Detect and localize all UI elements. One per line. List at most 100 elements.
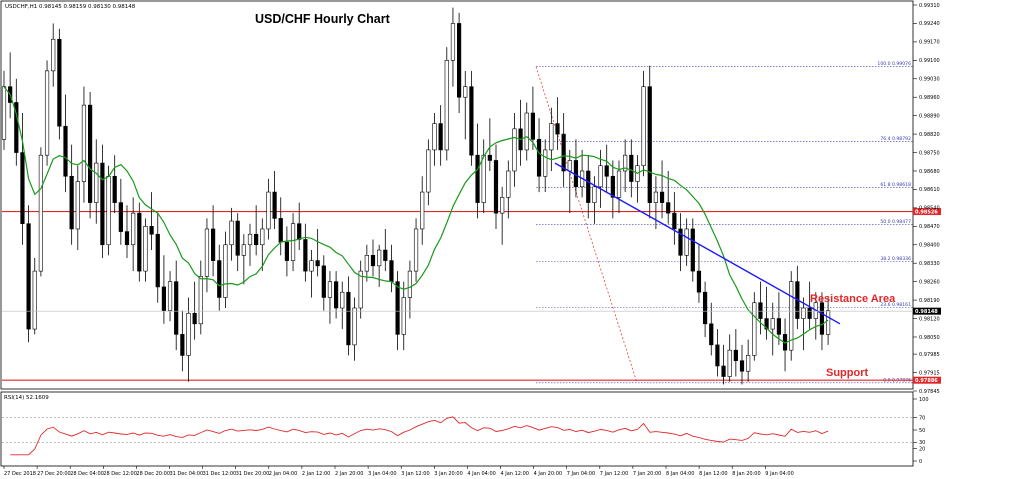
price-axis: 0.99310 0.99240 0.99170 0.99100 0.99030 0.989… xyxy=(2,3,941,395)
time-tick-label: 2 Jan 20:00 xyxy=(335,471,363,477)
candle-bullish xyxy=(746,355,751,372)
candle-bearish xyxy=(629,154,634,182)
candle-bearish xyxy=(88,104,93,203)
candle-bullish xyxy=(241,244,246,256)
level-tag-label: 0.98526 xyxy=(915,209,938,215)
candle-bullish xyxy=(592,186,597,203)
candle-bearish xyxy=(678,228,683,256)
candle-bullish xyxy=(44,70,50,156)
candle-bullish xyxy=(463,86,468,98)
candle-bullish xyxy=(653,191,658,203)
price-tick-label: 0.97845 xyxy=(919,389,940,395)
price-tick-label: 0.98190 xyxy=(919,298,940,304)
candle-bullish xyxy=(752,302,757,356)
rsi-tick-label: 70 xyxy=(919,415,925,421)
candle-bearish xyxy=(118,202,123,232)
price-tick-label: 0.98680 xyxy=(919,169,940,175)
candle-bullish xyxy=(32,270,37,330)
price-tick-label: 0.98960 xyxy=(919,95,940,101)
candle-bullish xyxy=(598,165,603,188)
candle-bearish xyxy=(715,344,720,367)
price-tick-label: 0.98540 xyxy=(919,206,940,212)
candle-bullish xyxy=(684,228,689,256)
time-tick-label: 7 Jan 12:00 xyxy=(600,471,628,477)
candle-bearish xyxy=(647,86,652,203)
candle-bearish xyxy=(161,286,167,311)
candle-bullish xyxy=(444,60,449,151)
price-tick-label: 0.98050 xyxy=(919,335,940,341)
candle-bearish xyxy=(690,228,695,272)
time-tick-label: 8 Jan 12:00 xyxy=(699,471,727,477)
candle-bearish xyxy=(63,125,68,177)
price-tick-label: 0.97985 xyxy=(919,352,940,358)
candle-bullish xyxy=(481,154,486,203)
candle-bullish xyxy=(420,191,425,230)
candle-bullish xyxy=(549,123,554,151)
fib-anchor-line xyxy=(535,66,638,383)
candle-bullish xyxy=(290,223,296,261)
candle-bearish xyxy=(333,281,339,309)
candle-bearish xyxy=(57,38,62,127)
rsi-tick-label: 20 xyxy=(919,446,925,452)
candle-bearish xyxy=(561,133,566,172)
current-price-tag xyxy=(913,307,941,315)
candle-bearish xyxy=(709,323,714,346)
candle-bearish xyxy=(776,318,781,335)
level-tag xyxy=(913,208,941,216)
resistance-trendline xyxy=(554,162,841,325)
level-tag xyxy=(913,376,941,384)
time-axis: 27 Dec 2018 27 Dec 20:00 28 Dec 04:00 28 De… xyxy=(3,466,794,477)
candle-bullish xyxy=(413,228,419,272)
candle-bearish xyxy=(733,349,738,361)
candle-bullish xyxy=(1,86,7,140)
time-tick-label: 4 Jan 04:00 xyxy=(467,471,495,477)
candle-bullish xyxy=(432,123,437,151)
candle-bearish xyxy=(149,226,154,235)
time-tick-label: 28 Dec 12:00 xyxy=(103,471,137,477)
candle-bearish xyxy=(659,191,665,203)
candle-bullish xyxy=(506,170,511,198)
candle-bearish xyxy=(610,175,615,198)
candle-bullish xyxy=(204,228,210,277)
candle-bullish xyxy=(401,297,406,335)
candle-bullish xyxy=(641,86,646,167)
candle-bullish xyxy=(623,154,628,172)
candle-bearish xyxy=(20,152,25,224)
candle-bearish xyxy=(493,160,499,214)
candle-bullish xyxy=(825,310,831,335)
candles xyxy=(1,7,831,385)
candle-bullish xyxy=(352,307,357,346)
rsi-line xyxy=(10,416,829,456)
candle-bullish xyxy=(223,244,228,298)
price-tick-label: 0.98610 xyxy=(919,187,940,193)
candle-bearish xyxy=(180,334,185,356)
price-tick-label: 0.99310 xyxy=(919,3,940,9)
time-tick-label: 31 Dec 20:00 xyxy=(236,471,270,477)
candle-bearish xyxy=(69,175,74,230)
candle-bearish xyxy=(315,260,320,267)
current-price-tag-label: 0.98148 xyxy=(915,309,938,315)
candle-bullish xyxy=(377,249,382,267)
candle-bearish xyxy=(26,223,31,330)
ma-line xyxy=(3,86,829,344)
candle-bearish xyxy=(192,312,197,325)
candle-bearish xyxy=(456,23,462,98)
rsi-tick-label: 30 xyxy=(919,440,925,446)
candle-bearish xyxy=(137,212,142,272)
candle-bullish xyxy=(524,112,529,151)
time-tick-label: 9 Jan 04:00 xyxy=(765,471,793,477)
time-tick-label: 27 Dec 20:00 xyxy=(37,471,71,477)
candle-bearish xyxy=(395,281,400,335)
candle-bullish xyxy=(567,160,572,172)
rsi-label: RSI(14) 52.1609 xyxy=(4,395,49,401)
candle-bearish xyxy=(272,191,277,219)
candle-bearish xyxy=(389,260,394,282)
candle-bullish xyxy=(143,226,148,272)
candle-bearish xyxy=(666,202,671,214)
price-tick-label: 0.98260 xyxy=(919,279,940,285)
rsi-tick-label: 50 xyxy=(919,428,925,434)
price-tick-label: 0.99240 xyxy=(919,21,940,27)
candle-bullish xyxy=(167,281,173,311)
candle-bullish xyxy=(106,175,111,246)
